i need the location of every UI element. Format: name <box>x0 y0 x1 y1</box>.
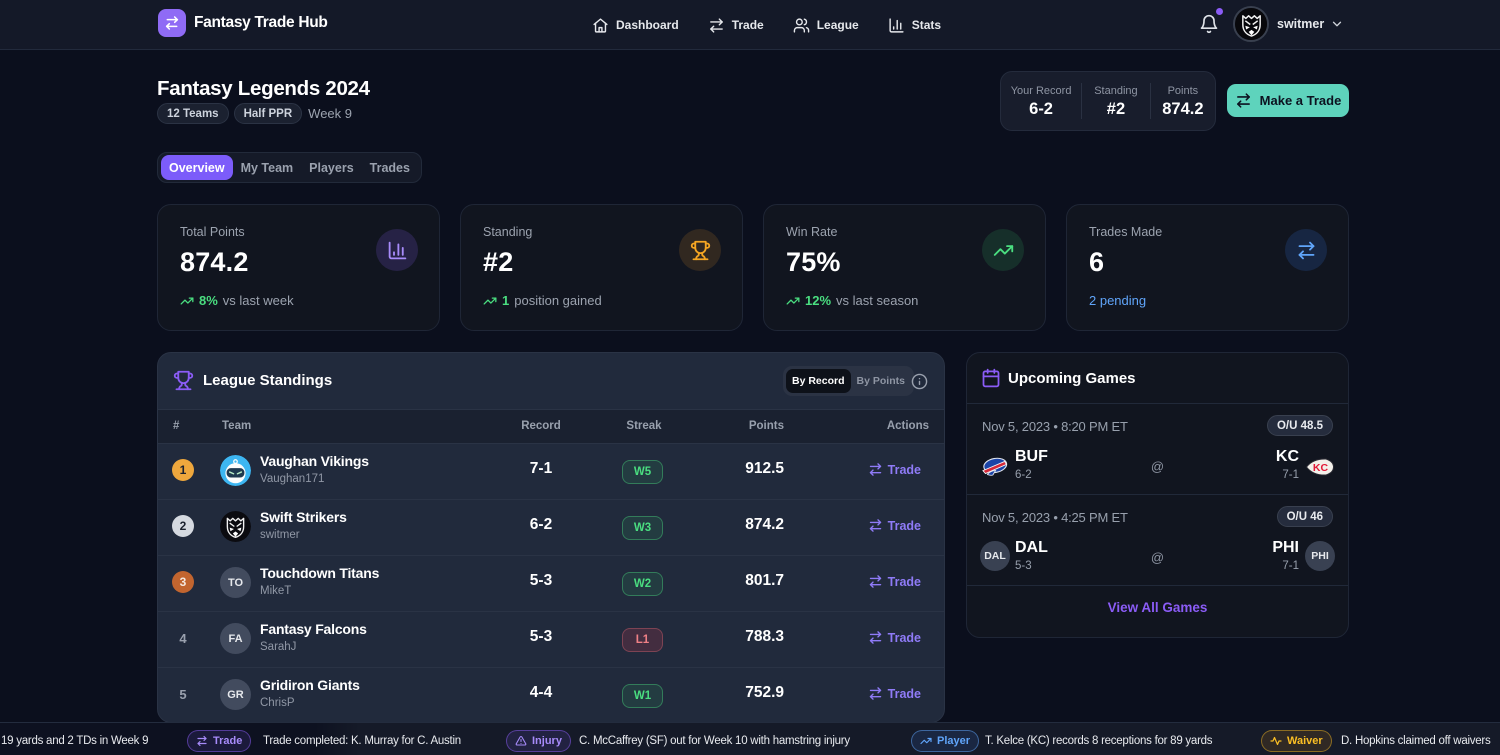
svg-text:KC: KC <box>1313 462 1329 474</box>
